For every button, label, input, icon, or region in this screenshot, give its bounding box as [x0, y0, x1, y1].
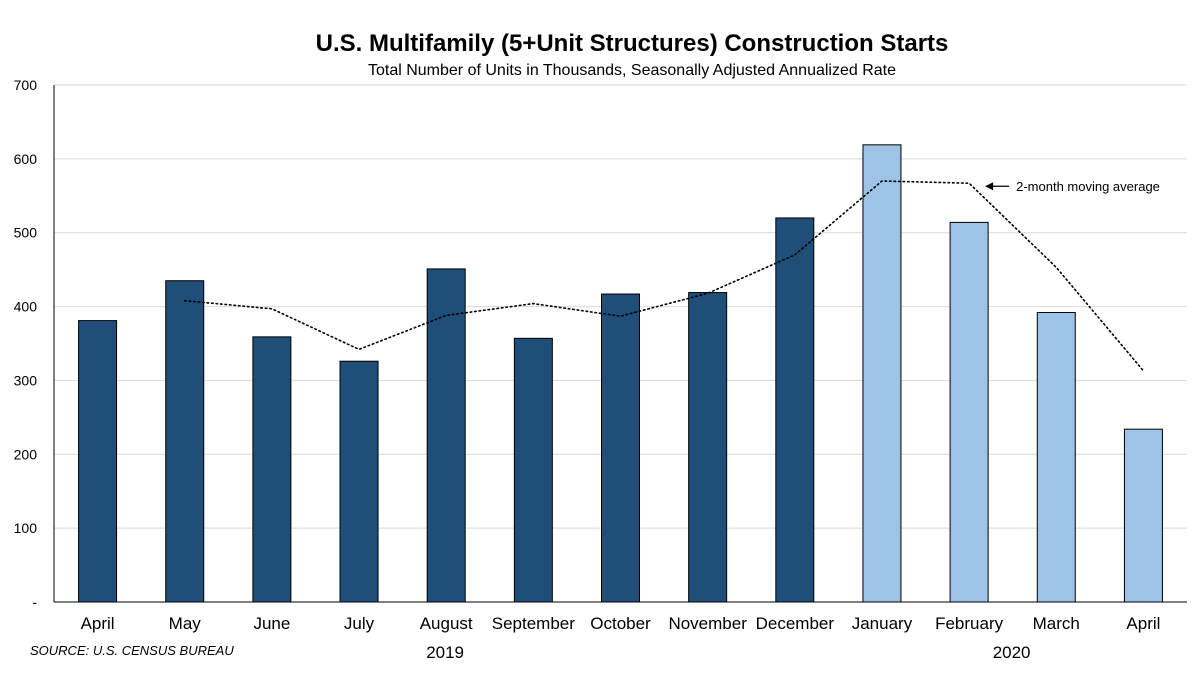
bar — [688, 292, 728, 603]
year-label-2019: 2019 — [426, 643, 465, 662]
y-tick-label: 600 — [14, 151, 38, 167]
bar — [949, 221, 989, 603]
y-tick-label: - — [32, 594, 37, 610]
x-tick-label: June — [253, 614, 290, 633]
bar — [339, 360, 379, 603]
x-tick-label: September — [492, 614, 575, 633]
bar — [165, 280, 205, 603]
chart-subtitle: Total Number of Units in Thousands, Seas… — [367, 62, 897, 79]
x-tick-label: March — [1033, 614, 1080, 633]
y-tick-label: 500 — [14, 225, 38, 241]
y-tick-label: 200 — [14, 446, 38, 462]
x-tick-label: January — [852, 614, 913, 633]
bar — [426, 268, 466, 603]
y-tick-label: 400 — [14, 299, 38, 315]
x-tick-label: April — [81, 614, 115, 633]
x-tick-label: August — [420, 614, 473, 633]
bar — [252, 336, 292, 603]
annotation-arrow-head — [985, 182, 994, 191]
bar — [1036, 311, 1076, 603]
x-tick-label: November — [668, 614, 747, 633]
x-tick-label: May — [169, 614, 202, 633]
x-tick-label: April — [1126, 614, 1160, 633]
bar — [513, 337, 553, 603]
source-note: SOURCE: U.S. CENSUS BUREAU — [30, 643, 234, 658]
moving-average-line — [183, 180, 1145, 372]
chart-title: U.S. Multifamily (5+Unit Structures) Con… — [315, 30, 949, 57]
y-tick-label: 700 — [14, 77, 38, 93]
bar — [1123, 428, 1163, 603]
bar — [775, 217, 815, 603]
bar — [78, 320, 118, 603]
x-tick-label: February — [935, 614, 1004, 633]
bar — [601, 293, 640, 603]
y-tick-label: 300 — [14, 372, 38, 388]
x-tick-label: July — [344, 614, 375, 633]
year-label-2020: 2020 — [992, 643, 1031, 662]
moving-average-label: 2-month moving average — [1016, 179, 1160, 194]
x-tick-label: October — [590, 614, 651, 633]
y-tick-label: 100 — [14, 520, 38, 536]
x-tick-label: December — [756, 614, 835, 633]
bar — [862, 144, 902, 603]
